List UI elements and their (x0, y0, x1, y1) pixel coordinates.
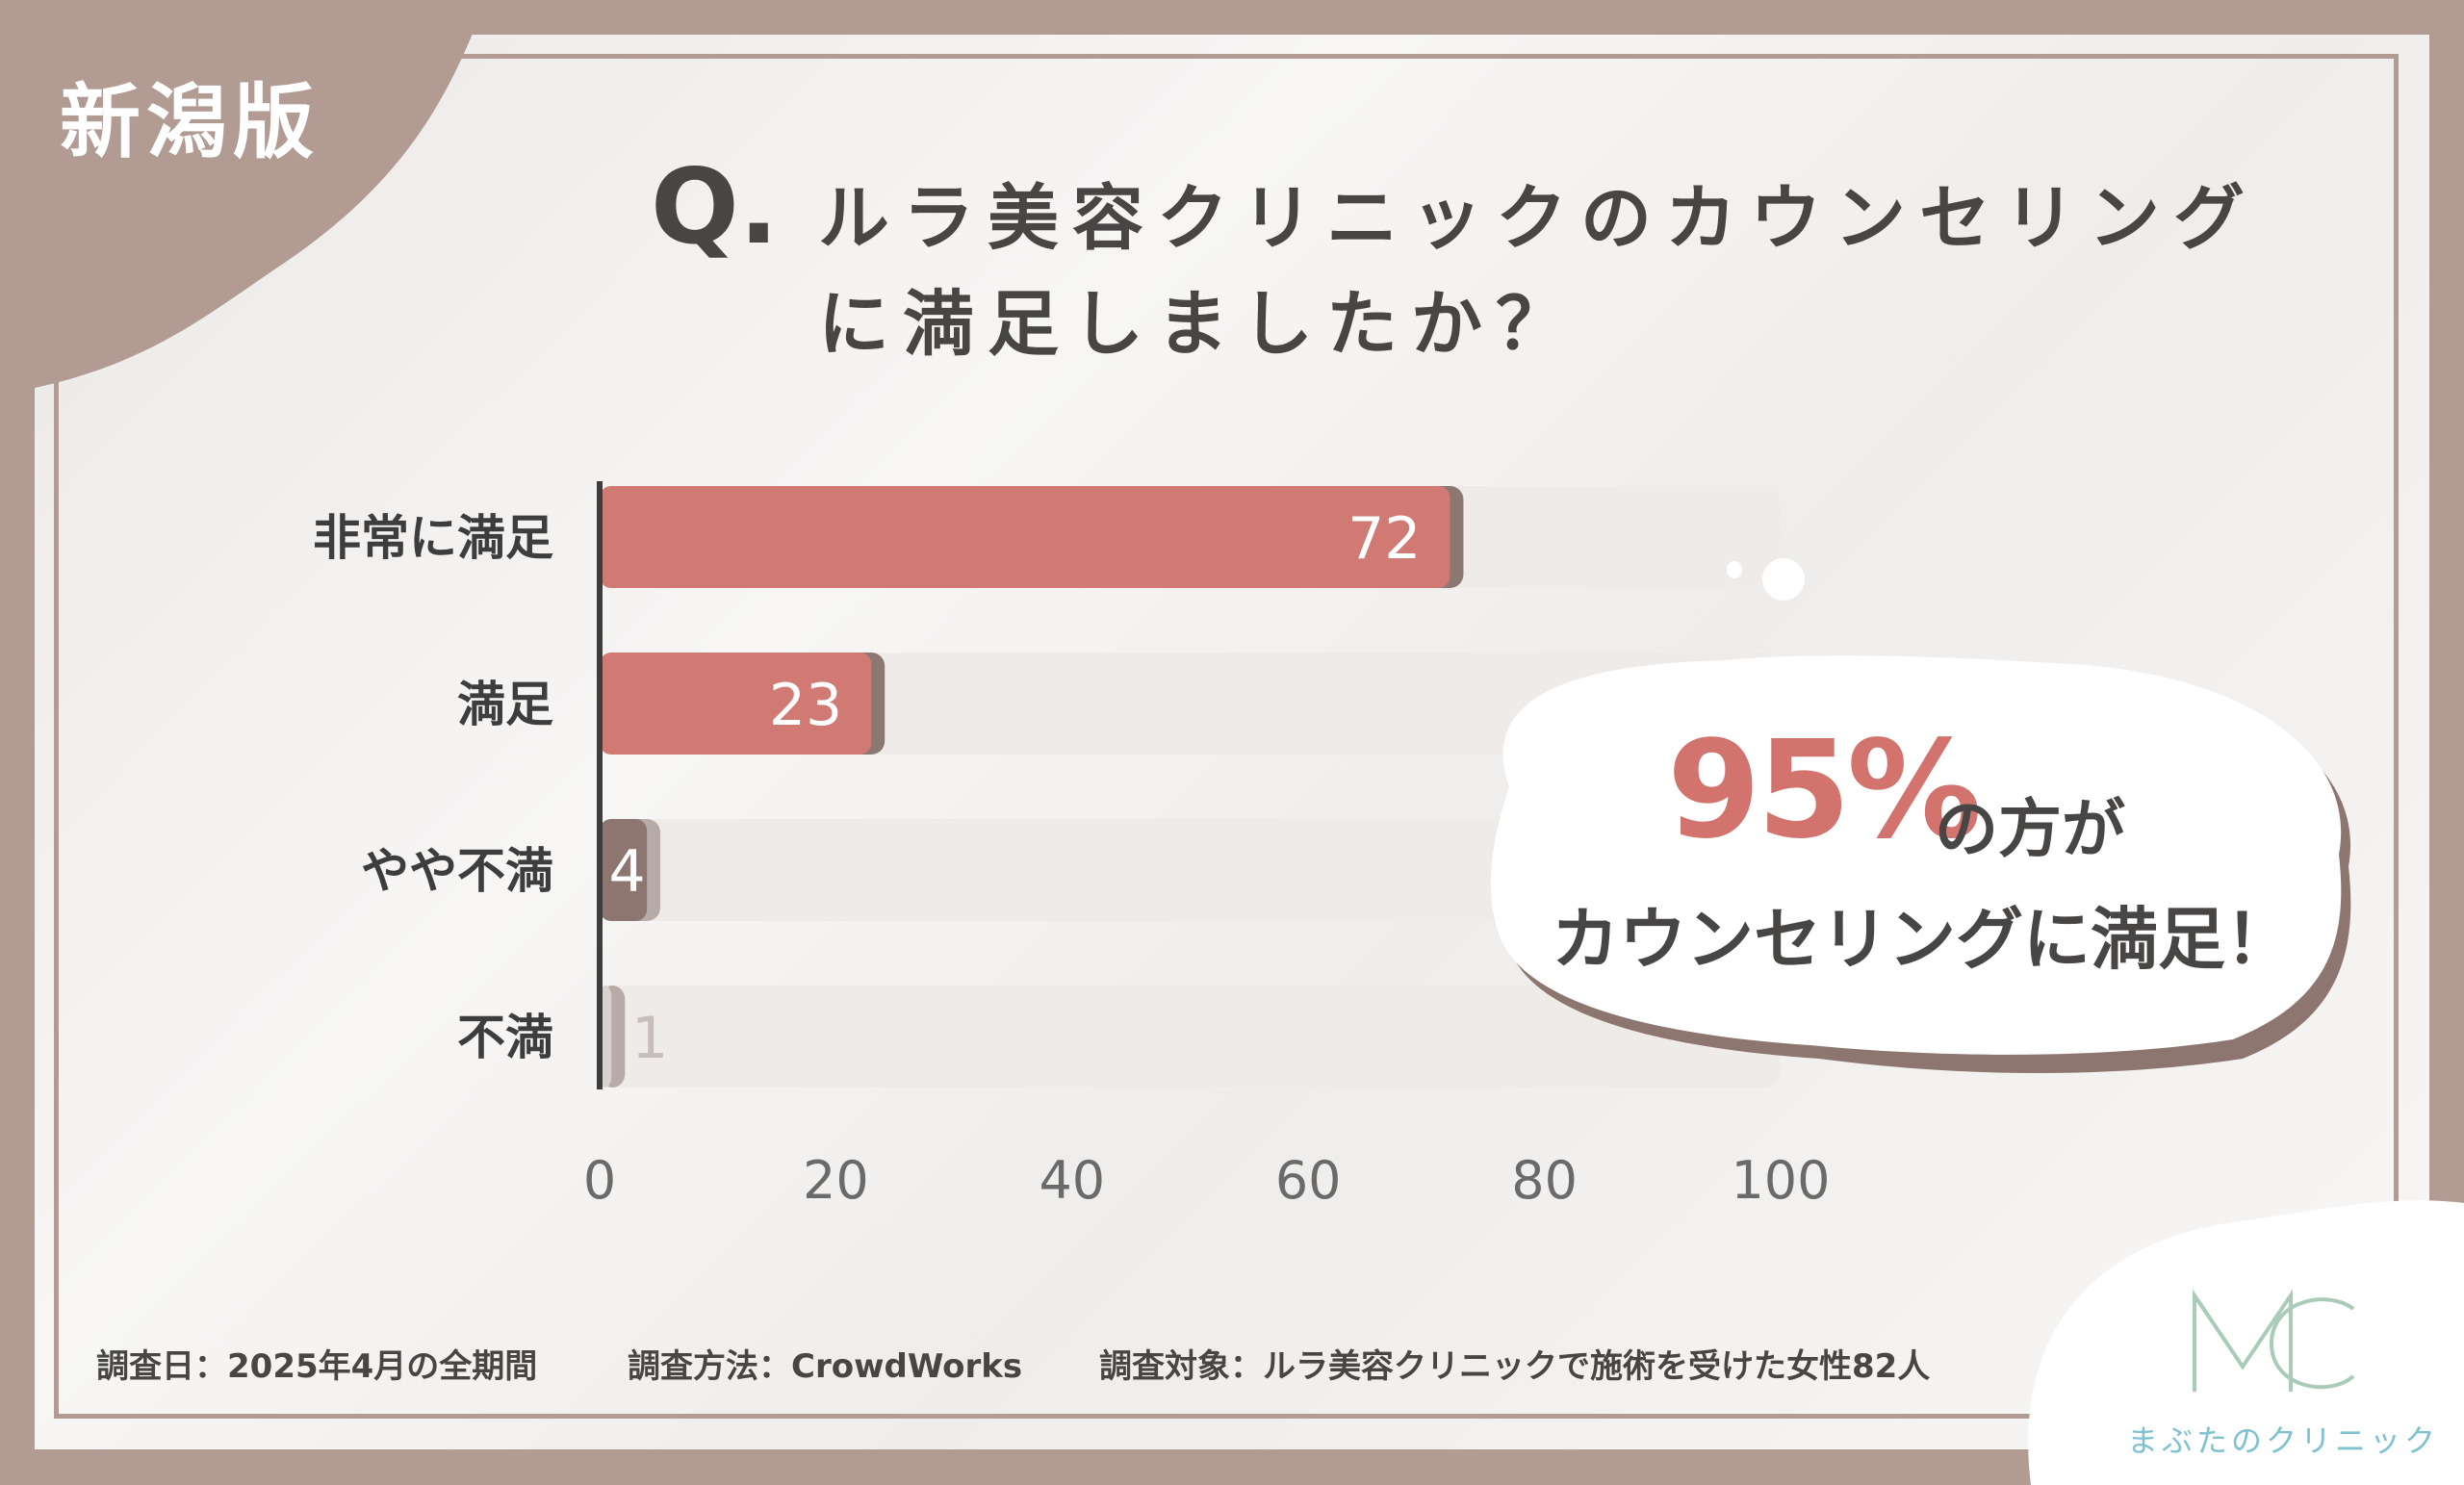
corner-badge-shape (0, 0, 486, 395)
question-title-line1: ルラ美容クリニックのカウンセリング (818, 177, 2258, 260)
x-tick-label: 100 (1731, 1150, 1830, 1211)
bar-3 (600, 819, 648, 921)
bar-1 (600, 486, 1450, 588)
bar-track (600, 986, 1781, 1088)
question-mark-q: Q. (651, 147, 779, 268)
callout-line2: カウンセリングに満足！ (1552, 900, 2293, 979)
value-label: 1 (631, 1005, 668, 1072)
x-tick-label: 60 (1275, 1150, 1342, 1211)
question-title-line2: に満足しましたか？ (818, 283, 1580, 366)
satisfaction-percent: 95% (1667, 712, 1982, 869)
value-label: 4 (608, 838, 645, 906)
bar-track (600, 653, 1781, 755)
callout-suffix: の方が (1935, 792, 2125, 866)
region-badge: 新潟版 (60, 75, 321, 169)
footer-survey-target: 調査対象：ルラ美容クリニックで施術を受けた女性82人 (1099, 1347, 1931, 1386)
category-label: 非常に満足 (313, 510, 553, 566)
x-tick-label: 80 (1511, 1150, 1578, 1211)
value-label: 72 (1348, 505, 1421, 573)
x-tick-label: 0 (583, 1150, 616, 1211)
x-tick-label: 20 (803, 1150, 869, 1211)
footer-survey-date: 調査日：2025年4月の全期間 (96, 1347, 538, 1386)
footer-survey-method: 調査方法：CrowdWorks (628, 1347, 1023, 1386)
clinic-logo-text: まぶたのクリニック (2127, 1422, 2440, 1459)
mc-logo-icon (2193, 1289, 2355, 1392)
bar-4 (600, 986, 612, 1088)
category-label: 満足 (457, 677, 553, 732)
bar-2 (600, 653, 872, 755)
x-tick-label: 40 (1039, 1150, 1105, 1211)
category-label: 不満 (457, 1010, 553, 1065)
value-label: 23 (769, 672, 842, 739)
category-label: やや不満 (361, 843, 553, 899)
inner-frame (54, 54, 2399, 1419)
bar-track (600, 819, 1781, 921)
